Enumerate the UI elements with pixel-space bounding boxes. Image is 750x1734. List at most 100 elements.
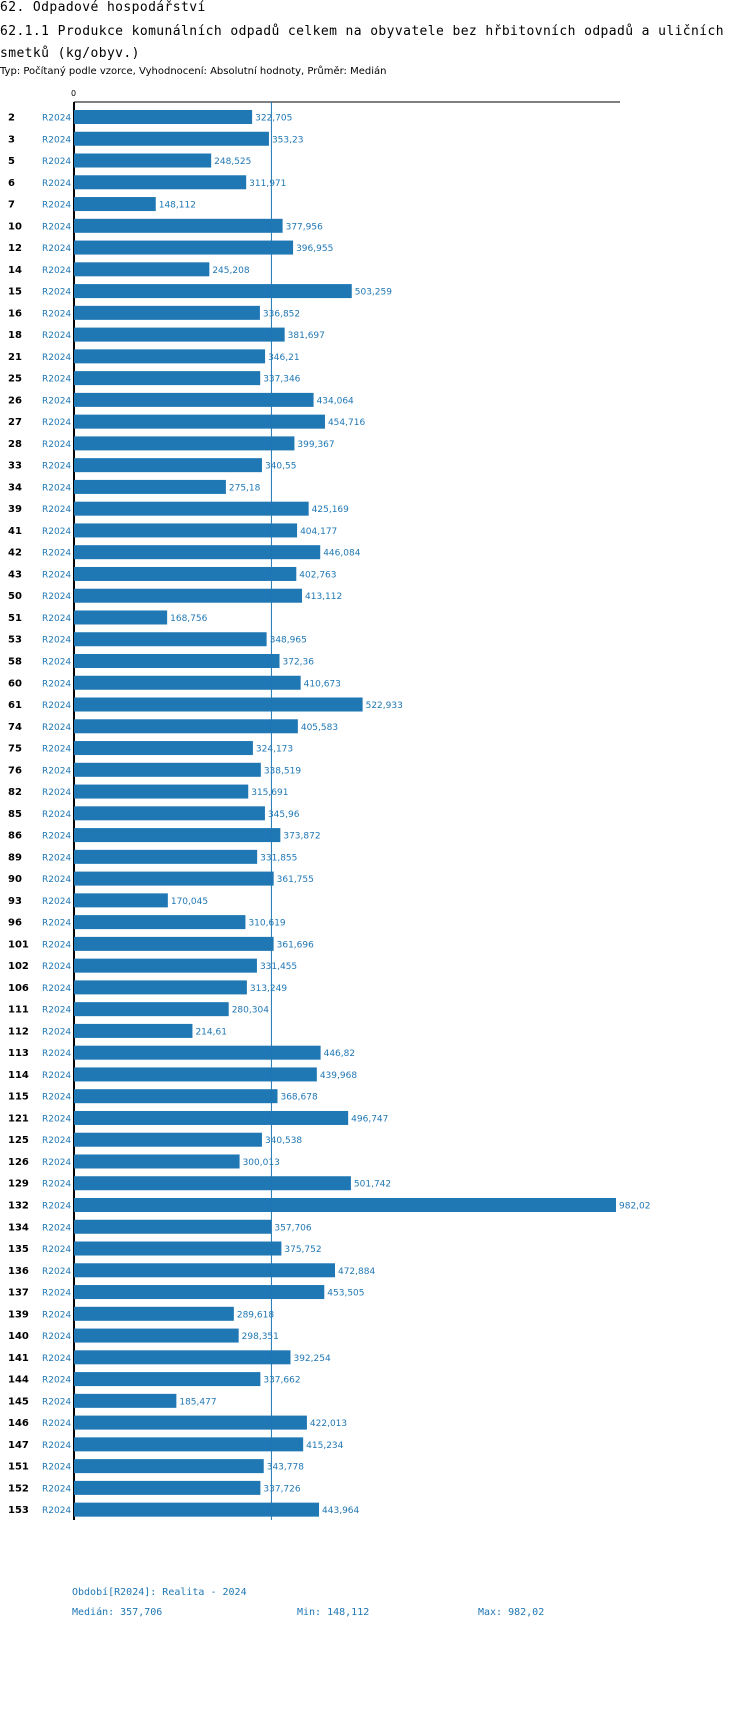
bar (74, 654, 280, 668)
period-label: R2024 (42, 614, 71, 624)
period-label: R2024 (42, 1441, 71, 1451)
footer-max: Max: 982,02 (478, 1607, 545, 1618)
value-label: 280,304 (232, 1006, 269, 1016)
bar (74, 349, 266, 364)
category-label: 26 (8, 395, 22, 406)
value-label: 439,968 (320, 1071, 357, 1081)
period-label: R2024 (42, 658, 71, 668)
period-label: R2024 (42, 1332, 71, 1342)
period-label: R2024 (42, 505, 71, 515)
bar (74, 915, 246, 930)
value-label: 185,477 (179, 1397, 216, 1407)
value-label: 399,367 (297, 440, 334, 450)
bar (74, 806, 265, 821)
period-label: R2024 (42, 418, 71, 428)
bar (74, 175, 247, 190)
bar (74, 240, 294, 255)
period-label: R2024 (42, 745, 71, 755)
value-label: 343,778 (267, 1463, 304, 1473)
value-label: 501,742 (354, 1180, 391, 1190)
period-label: R2024 (42, 1419, 71, 1429)
value-label: 331,455 (260, 962, 297, 972)
category-label: 76 (8, 765, 22, 776)
bar (74, 828, 281, 843)
category-label: 5 (8, 156, 15, 167)
bar (74, 741, 253, 756)
bar (74, 371, 261, 386)
bar (74, 1437, 304, 1452)
indicator-title: 62.1.1 Produkce komunálních odpadů celke… (0, 24, 724, 61)
period-label: R2024 (42, 875, 71, 885)
category-label: 15 (8, 287, 22, 298)
period-label: R2024 (42, 222, 71, 232)
period-label: R2024 (42, 114, 71, 124)
period-label: R2024 (42, 462, 71, 472)
category-label: 75 (8, 744, 22, 755)
bar (74, 1502, 320, 1517)
category-label: 115 (8, 1092, 29, 1103)
period-label: R2024 (42, 897, 71, 907)
period-label: R2024 (42, 135, 71, 145)
bar (74, 545, 321, 560)
bar (74, 392, 314, 407)
value-label: 310,619 (248, 919, 285, 929)
bar (74, 327, 285, 342)
period-label: R2024 (42, 592, 71, 602)
period-label: R2024 (42, 788, 71, 798)
value-label: 168,756 (170, 614, 207, 624)
period-label: R2024 (42, 1397, 71, 1407)
bar (74, 719, 298, 734)
bar-chart: 0 2 R2024 322,705 3 R2024 353,23 5 R2024 248,525 6… (8, 90, 651, 1520)
period-label: R2024 (42, 1267, 71, 1277)
section-title: 62. Odpadové hospodářství (0, 0, 206, 15)
bar (74, 197, 156, 212)
value-label: 372,36 (283, 658, 315, 668)
bar (74, 1372, 261, 1387)
value-label: 503,259 (355, 288, 392, 298)
bar (74, 610, 168, 625)
period-label: R2024 (42, 636, 71, 646)
bar (74, 1306, 234, 1321)
category-label: 151 (8, 1462, 29, 1473)
period-label: R2024 (42, 1463, 71, 1473)
bar (74, 1132, 262, 1147)
period-label: R2024 (42, 1223, 71, 1233)
category-label: 112 (8, 1026, 29, 1037)
category-label: 139 (8, 1309, 29, 1320)
category-label: 21 (8, 352, 22, 363)
bar (74, 1198, 616, 1212)
period-label: R2024 (42, 353, 71, 363)
period-label: R2024 (42, 266, 71, 276)
value-label: 298,351 (242, 1332, 279, 1342)
period-label: R2024 (42, 244, 71, 254)
period-label: R2024 (42, 1484, 71, 1494)
value-label: 348,965 (270, 636, 307, 646)
bar (74, 936, 274, 951)
value-label: 472,884 (338, 1267, 375, 1277)
category-label: 114 (8, 1070, 29, 1081)
category-label: 82 (8, 787, 22, 798)
bar (74, 523, 298, 538)
period-label: R2024 (42, 1354, 71, 1364)
bar (74, 1285, 325, 1300)
category-label: 136 (8, 1266, 29, 1277)
category-label: 60 (8, 678, 22, 689)
category-label: 74 (8, 722, 22, 733)
period-label: R2024 (42, 1049, 71, 1059)
value-label: 373,872 (283, 832, 320, 842)
category-label: 41 (8, 526, 22, 537)
bar (74, 1393, 177, 1408)
period-label: R2024 (42, 1202, 71, 1212)
category-label: 53 (8, 635, 22, 646)
value-label: 357,706 (274, 1223, 311, 1233)
value-label: 346,21 (268, 353, 300, 363)
bar (74, 1350, 291, 1365)
period-label: R2024 (42, 570, 71, 580)
value-label: 443,964 (322, 1506, 359, 1516)
value-label: 413,112 (305, 592, 342, 602)
period-label: R2024 (42, 288, 71, 298)
value-label: 402,763 (299, 570, 336, 580)
bar (74, 1067, 317, 1082)
value-label: 434,064 (317, 396, 354, 406)
bar (74, 784, 249, 799)
